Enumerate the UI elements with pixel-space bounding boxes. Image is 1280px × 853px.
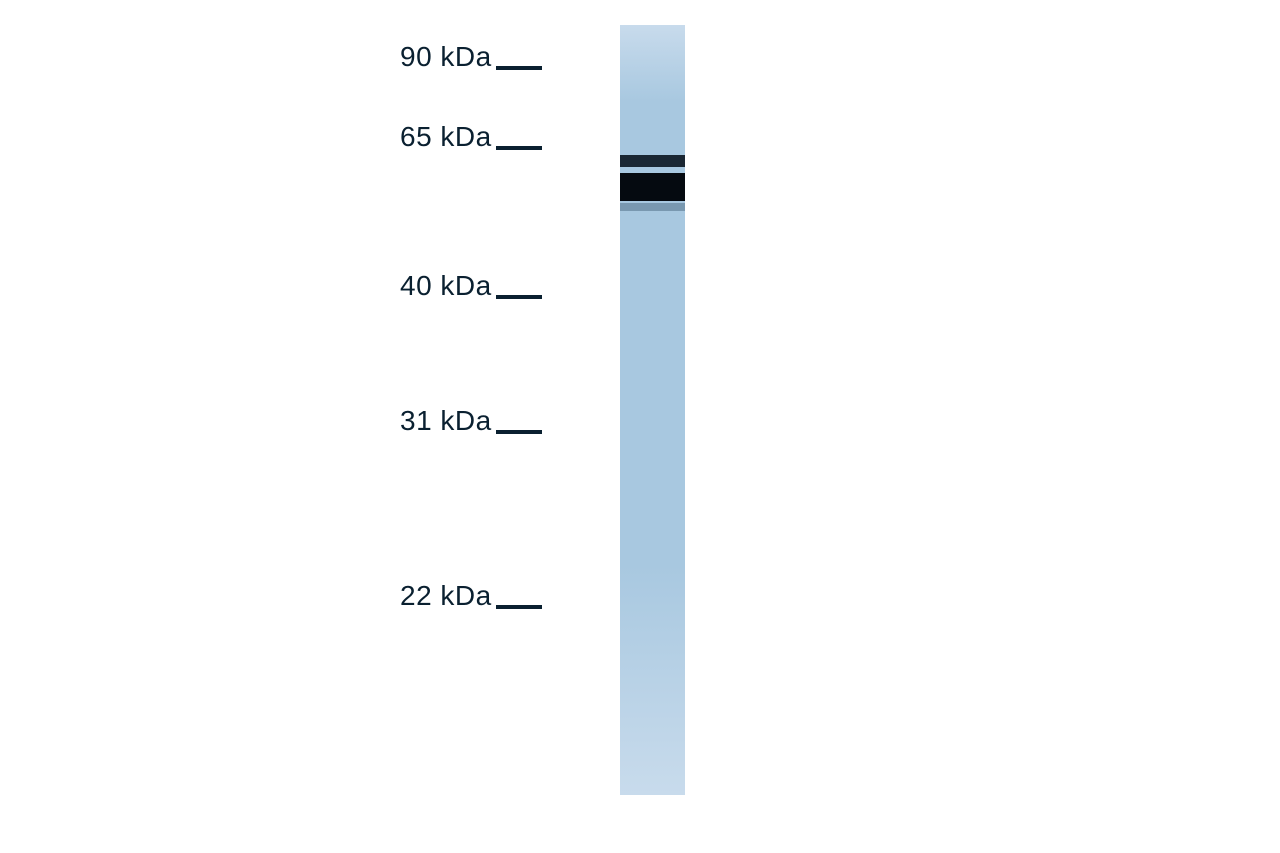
marker-label: 65 kDa bbox=[400, 121, 492, 153]
marker-90kda: 90 kDa bbox=[400, 41, 542, 73]
marker-40kda: 40 kDa bbox=[400, 270, 542, 302]
marker-22kda: 22 kDa bbox=[400, 580, 542, 612]
marker-31kda: 31 kDa bbox=[400, 405, 542, 437]
marker-tick bbox=[496, 295, 542, 299]
marker-tick bbox=[496, 66, 542, 70]
marker-65kda: 65 kDa bbox=[400, 121, 542, 153]
marker-label: 40 kDa bbox=[400, 270, 492, 302]
western-blot-figure: 90 kDa 65 kDa 40 kDa 31 kDa 22 kDa bbox=[400, 25, 760, 805]
marker-label: 90 kDa bbox=[400, 41, 492, 73]
marker-tick bbox=[496, 146, 542, 150]
marker-label: 31 kDa bbox=[400, 405, 492, 437]
band-smear bbox=[620, 203, 685, 211]
blot-lane bbox=[620, 25, 685, 795]
band-main bbox=[620, 173, 685, 201]
marker-tick bbox=[496, 605, 542, 609]
band-upper bbox=[620, 155, 685, 167]
marker-tick bbox=[496, 430, 542, 434]
marker-label: 22 kDa bbox=[400, 580, 492, 612]
